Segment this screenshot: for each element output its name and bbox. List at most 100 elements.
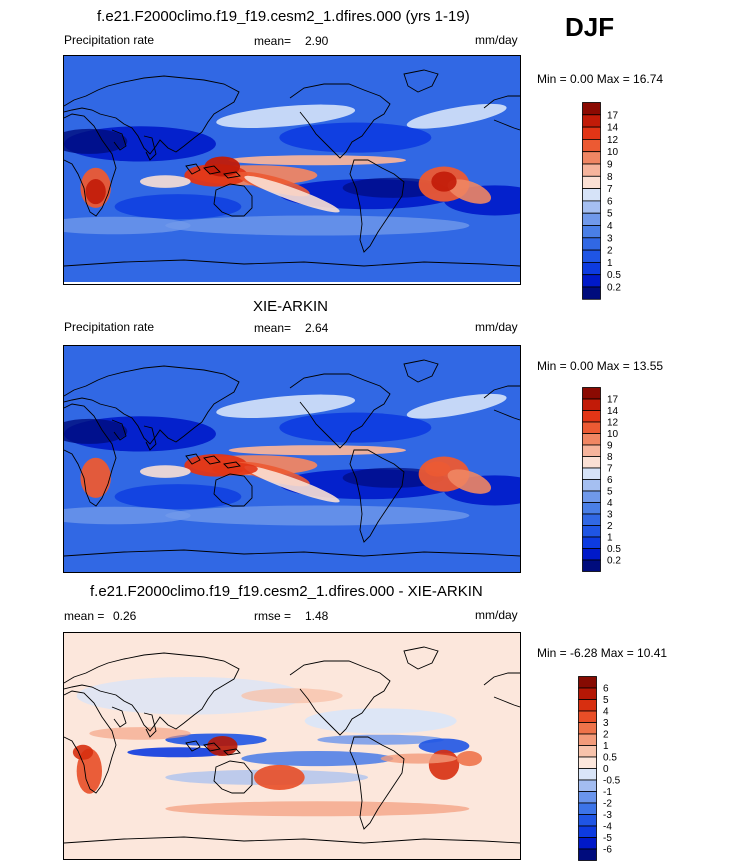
- colorbar-box: [582, 410, 601, 423]
- colorbar-tick-label: 1: [603, 741, 609, 752]
- colorbar-tick-label: 3: [607, 233, 613, 244]
- colorbar-tick-label: -1: [603, 787, 612, 798]
- precip-field-blob: [342, 467, 445, 488]
- panel2-units: mm/day: [475, 320, 518, 334]
- coastline: [403, 646, 439, 670]
- colorbar-tick-label: 8: [607, 172, 613, 183]
- colorbar-box: [582, 102, 601, 116]
- colorbar-tick-label: 4: [603, 707, 609, 718]
- coastline: [403, 69, 439, 93]
- colorbar-box: [582, 151, 601, 165]
- precip-field-blob: [406, 103, 507, 129]
- precip-field-blob: [317, 734, 444, 745]
- precip-field-blob: [64, 506, 191, 525]
- coastline: [64, 113, 117, 217]
- precip-field-blob: [165, 801, 470, 817]
- coastline: [111, 419, 157, 451]
- precip-field-blob: [244, 175, 340, 213]
- coastline: [64, 652, 240, 732]
- colorbar-box: [582, 188, 601, 202]
- colorbar-box: [582, 139, 601, 153]
- colorbar-tick-label: 17: [607, 110, 619, 121]
- precip-field-blob: [447, 469, 492, 494]
- panel1-mean-label: mean=: [254, 34, 292, 48]
- precip-field-blob: [244, 465, 340, 503]
- coastline: [483, 95, 520, 131]
- colorbar-box: [582, 513, 601, 526]
- panel1-minmax: Min = 0.00 Max = 16.74: [537, 72, 664, 86]
- coastline: [185, 740, 241, 756]
- colorbar-tick-label: 6: [607, 196, 613, 207]
- precip-field-blob: [165, 505, 470, 526]
- precip-field-blob: [380, 753, 457, 764]
- precip-field-blob: [207, 735, 238, 757]
- coastline: [483, 672, 520, 708]
- colorbar-box: [582, 536, 601, 549]
- colorbar-box: [578, 768, 597, 781]
- panel2-colorbar: 17 14 12 10 9 8 7 6 5 4 3 2 1 0.5 0.2: [582, 387, 642, 573]
- precip-field-blob: [425, 461, 451, 477]
- precip-field-blob: [431, 171, 457, 192]
- colorbar-tick-label: 1: [607, 533, 613, 544]
- colorbar-tick-label: 17: [607, 395, 619, 406]
- panel2-title: XIE-ARKIN: [253, 298, 329, 315]
- colorbar-tick-label: 0.2: [607, 556, 621, 567]
- colorbar-tick-label: 14: [607, 406, 619, 417]
- colorbar-box: [582, 525, 601, 538]
- coastline: [64, 690, 117, 794]
- precip-field-blob: [80, 457, 111, 498]
- colorbar-box: [578, 825, 597, 838]
- colorbar-box: [578, 802, 597, 815]
- precip-field-blob: [279, 122, 432, 153]
- coastline: [111, 706, 157, 738]
- colorbar-tick-label: 4: [607, 221, 613, 232]
- colorbar-tick-label: -2: [603, 799, 612, 810]
- colorbar-box: [582, 456, 601, 469]
- colorbar-tick-label: 2: [603, 730, 609, 741]
- colorbar-tick-label: 3: [607, 510, 613, 521]
- colorbar-box: [582, 286, 601, 300]
- precip-field-blob: [127, 747, 229, 758]
- panel3-rmse-label: rmse =: [254, 609, 292, 623]
- coastline: [64, 365, 240, 445]
- colorbar-tick-label: 2: [607, 521, 613, 532]
- precip-field-blob: [216, 394, 356, 418]
- colorbar-box: [582, 249, 601, 263]
- coastline: [483, 385, 520, 421]
- colorbar-tick-label: 3: [603, 718, 609, 729]
- panel1-map: [63, 55, 521, 285]
- coastline: [213, 473, 253, 507]
- precip-field-blob: [406, 393, 507, 419]
- colorbar-box: [582, 237, 601, 251]
- precip-field-blob: [212, 462, 258, 476]
- colorbar-tick-label: 1: [607, 258, 613, 269]
- coastline: [185, 163, 241, 179]
- colorbar-tick-label: 0.5: [607, 270, 621, 281]
- colorbar-tick-label: -4: [603, 822, 612, 833]
- panel2-variable-label: Precipitation rate: [64, 320, 155, 334]
- coastline: [64, 403, 117, 507]
- colorbar-tick-label: 7: [607, 464, 613, 475]
- colorbar-tick-label: 10: [607, 429, 619, 440]
- colorbar-tick-label: 8: [607, 452, 613, 463]
- precip-field-blob: [216, 104, 356, 128]
- colorbar-box: [578, 676, 597, 689]
- panel1-mean-value: 2.90: [305, 34, 329, 48]
- precip-field-blob: [114, 194, 242, 220]
- colorbar-tick-label: 14: [607, 123, 619, 134]
- precip-field-blob: [64, 128, 128, 154]
- precip-field-blob: [72, 744, 94, 760]
- colorbar-box: [582, 502, 601, 515]
- colorbar-box: [582, 225, 601, 239]
- colorbar-box: [582, 421, 601, 434]
- colorbar-box: [582, 490, 601, 503]
- colorbar-box: [582, 114, 601, 128]
- precip-field-blob: [342, 177, 445, 198]
- colorbar-box: [578, 756, 597, 769]
- colorbar-tick-label: 6: [607, 475, 613, 486]
- panel3-colorbar: 6 5 4 3 2 1 0.5 0 -0.5 -1 -2 -3 -4 -5 -6: [578, 676, 638, 862]
- precip-field-blob: [140, 175, 191, 188]
- colorbar-box: [582, 467, 601, 480]
- panel1-colorbar: 17 14 12 10 9 8 7 6 5 4 3 2 1 0.5 0.2: [582, 102, 642, 301]
- colorbar-box: [582, 479, 601, 492]
